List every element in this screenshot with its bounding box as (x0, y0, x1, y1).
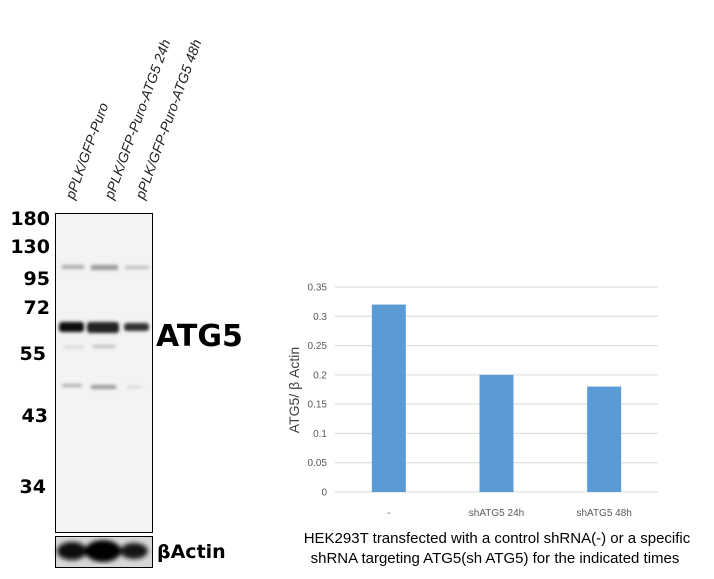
marker-34: 34 (20, 476, 46, 498)
bar-chart: 0 0.05 0.1 0.15 0.2 0.25 0.3 0.35 - shATG5 24h shA… (308, 283, 658, 519)
lane-labels: pPLK/GFP-Puro pPLK/GFP-Puro-ATG5 24h pPL… (61, 37, 204, 202)
western-blot-atg5 (55, 213, 153, 533)
marker-130: 130 (10, 236, 50, 258)
bar-2 (479, 374, 514, 492)
y-tick-label: 0.2 (313, 370, 327, 381)
actin-band-label: βActin (157, 541, 226, 563)
caption-line-2: shRNA targeting ATG5(sh ATG5) for the in… (311, 550, 680, 567)
y-tick-label: 0.15 (308, 400, 328, 411)
y-tick-label: 0.3 (313, 312, 327, 323)
y-tick-label: 0.1 (313, 429, 327, 440)
marker-55: 55 (20, 343, 46, 365)
x-tick-label: - (387, 508, 390, 519)
bar-1 (371, 304, 406, 492)
marker-180: 180 (10, 208, 50, 230)
marker-72: 72 (24, 297, 50, 319)
y-tick-label: 0.35 (308, 283, 328, 294)
molecular-weight-markers: 180 130 95 72 55 43 34 (10, 208, 50, 498)
x-tick-label: shATG5 48h (576, 508, 631, 519)
western-blot-actin (55, 536, 153, 568)
x-tick-label: shATG5 24h (469, 508, 524, 519)
y-axis-label: ATG5/ β Actin (286, 347, 302, 433)
marker-95: 95 (24, 268, 50, 290)
y-tick-label: 0.05 (308, 458, 328, 469)
atg5-band-label: ATG5 (156, 319, 243, 354)
y-tick-label: 0 (321, 488, 327, 499)
caption-line-1: HEK293T transfected with a control shRNA… (304, 530, 691, 547)
y-tick-label: 0.25 (308, 341, 328, 352)
bar-3 (587, 386, 622, 492)
marker-43: 43 (22, 405, 48, 427)
